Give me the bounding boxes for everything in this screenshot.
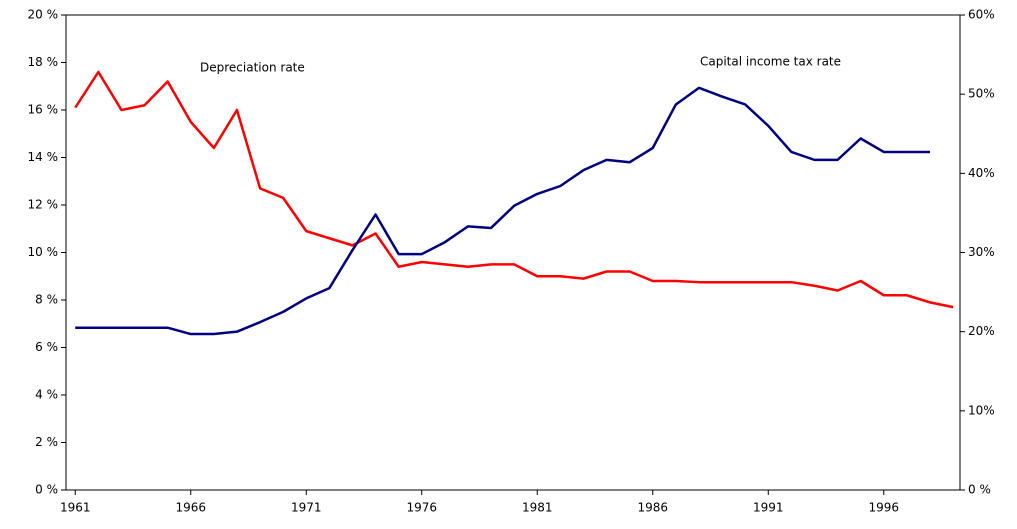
y-tick-label: 14 %	[28, 150, 59, 164]
y-tick-label: 0 %	[35, 483, 58, 497]
y-tick-label: 6 %	[35, 340, 58, 354]
y2-tick-label: 50%	[968, 87, 995, 101]
x-tick-label: 1986	[637, 501, 668, 515]
x-tick-label: 1961	[60, 501, 91, 515]
y-tick-label: 12 %	[28, 198, 59, 212]
y2-tick-label: 60%	[968, 8, 995, 22]
series-line	[75, 86, 930, 336]
y2-tick-label: 40%	[968, 166, 995, 180]
x-tick-label: 1966	[175, 501, 206, 515]
y-tick-label: 2 %	[35, 435, 58, 449]
annotation: Depreciation rate	[200, 61, 305, 75]
x-tick-label: 1971	[291, 501, 322, 515]
y2-tick-label: 20%	[968, 324, 995, 338]
y-tick-label: 20 %	[28, 8, 59, 22]
y2-tick-label: 30%	[968, 245, 995, 259]
y2-tick-label: 0 %	[968, 483, 991, 497]
x-tick-label: 1976	[406, 501, 437, 515]
y-tick-label: 4 %	[35, 388, 58, 402]
x-tick-label: 1991	[753, 501, 784, 515]
y2-tick-label: 10%	[968, 403, 995, 417]
x-tick-label: 1981	[522, 501, 553, 515]
series-line	[74, 70, 954, 309]
annotation: Capital income tax rate	[700, 55, 841, 69]
x-tick-label: 1996	[868, 501, 899, 515]
y-tick-label: 10 %	[28, 245, 59, 259]
y-tick-label: 16 %	[28, 103, 59, 117]
y-tick-label: 8 %	[35, 293, 58, 307]
y-tick-label: 18 %	[28, 55, 59, 69]
